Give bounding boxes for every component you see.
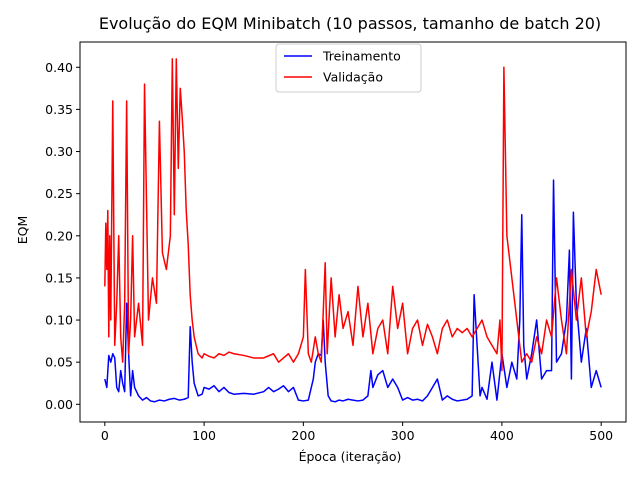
y-axis: 0.00 0.05 0.10 0.15 0.20 0.25 0.30 0.35 0.40 <box>45 60 80 412</box>
series-line-treinamento <box>104 179 602 403</box>
legend-label: Validação <box>323 70 383 85</box>
x-tick-label: 500 <box>589 428 613 443</box>
y-axis-title: EQM <box>15 216 30 245</box>
series-layer <box>104 58 602 403</box>
legend: Treinamento Validação <box>275 43 422 93</box>
plot-frame <box>79 41 627 423</box>
y-tick-label: 0.10 <box>45 313 73 328</box>
x-tick-label: 0 <box>101 428 109 443</box>
x-tick-label: 300 <box>391 428 415 443</box>
y-tick-label: 0.40 <box>45 60 73 75</box>
x-axis-title: Época (iteração) <box>299 449 402 464</box>
x-tick-label: 200 <box>291 428 315 443</box>
x-tick-label: 100 <box>192 428 216 443</box>
legend-box <box>275 43 422 93</box>
chart-title: Evolução do EQM Minibatch (10 passos, ta… <box>99 14 601 33</box>
series-line-validacao <box>104 58 602 372</box>
y-tick-label: 0.20 <box>45 228 73 243</box>
y-tick-label: 0.35 <box>45 102 73 117</box>
y-tick-label: 0.25 <box>45 186 73 201</box>
y-tick-label: 0.15 <box>45 270 73 285</box>
y-tick-label: 0.05 <box>45 355 73 370</box>
x-axis: 0 100 200 300 400 500 <box>101 422 613 443</box>
x-tick-label: 400 <box>490 428 514 443</box>
legend-label: Treinamento <box>322 49 401 64</box>
y-tick-label: 0.00 <box>45 397 73 412</box>
y-tick-label: 0.30 <box>45 144 73 159</box>
